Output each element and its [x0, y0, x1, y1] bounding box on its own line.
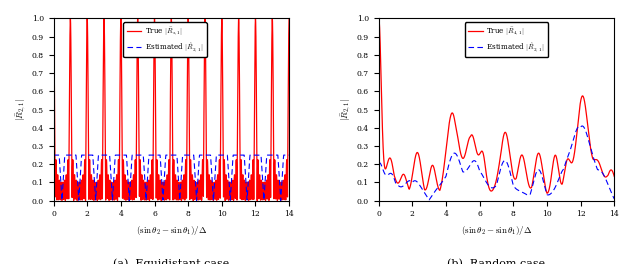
Legend: True $|\bar{R}_{s,1}|$, Estimated $|\hat{R}_{2,1}|$: True $|\bar{R}_{s,1}|$, Estimated $|\hat… [123, 22, 207, 57]
True $|\bar{R}_{s,1}|$ [77, 197, 84, 200]
True $|\bar{R}_{s,1}|$ [151, 29, 158, 32]
Legend: True $|\bar{R}_{4,1}|$, Estimated $|\hat{R}_{2,1}|$: True $|\bar{R}_{4,1}|$, Estimated $|\hat… [465, 22, 548, 57]
Estimated $|\hat{R}_{2,1}|$ [610, 197, 618, 200]
X-axis label: $(\sin\theta_2 - \sin\theta_1)/\Delta$: $(\sin\theta_2 - \sin\theta_1)/\Delta$ [461, 224, 532, 237]
True $|\bar{R}_{4,1}|$ [416, 157, 423, 161]
Estimated $|\hat{R}_{2,1}|$ [581, 126, 588, 130]
Line: Estimated $|\hat{R}_{2,1}|$: Estimated $|\hat{R}_{2,1}|$ [54, 155, 289, 201]
Estimated $|\hat{R}_{2,1}|$ [210, 199, 217, 202]
Line: True $|\bar{R}_{4,1}|$: True $|\bar{R}_{4,1}|$ [379, 18, 614, 193]
Estimated $|\hat{R}_{2,1}|$ [91, 179, 98, 182]
True $|\bar{R}_{s,1}|$ [281, 180, 289, 183]
True $|\bar{R}_{4,1}|$ [402, 176, 410, 180]
Y-axis label: $|\bar{R}_{2,1}|$: $|\bar{R}_{2,1}|$ [14, 98, 29, 121]
Estimated $|\hat{R}_{2,1}|$ [476, 168, 483, 172]
Estimated $|\hat{R}_{2,1}|$ [285, 153, 293, 157]
True $|\bar{R}_{s,1}|$ [285, 17, 293, 20]
Text: (a)  Equidistant case: (a) Equidistant case [113, 259, 229, 264]
True $|\bar{R}_{4,1}|$ [375, 16, 382, 19]
Estimated $|\hat{R}_{2,1}|$ [140, 163, 147, 166]
Estimated $|\hat{R}_{2,1}|$ [281, 153, 289, 157]
True $|\bar{R}_{s,1}|$ [91, 183, 98, 186]
True $|\bar{R}_{s,1}|$ [255, 181, 263, 185]
True $|\bar{R}_{s,1}|$ [50, 17, 57, 20]
Estimated $|\hat{R}_{2,1}|$ [578, 124, 586, 128]
True $|\bar{R}_{4,1}|$ [466, 137, 473, 140]
Estimated $|\hat{R}_{2,1}|$ [255, 153, 263, 157]
True $|\bar{R}_{s,1}|$ [82, 199, 89, 202]
Estimated $|\hat{R}_{2,1}|$ [402, 182, 410, 185]
Y-axis label: $|\bar{R}_{2,1}|$: $|\bar{R}_{2,1}|$ [340, 98, 354, 121]
True $|\bar{R}_{4,1}|$ [543, 192, 551, 195]
Estimated $|\hat{R}_{2,1}|$ [425, 198, 433, 201]
Estimated $|\hat{R}_{2,1}|$ [151, 153, 158, 157]
Estimated $|\hat{R}_{2,1}|$ [466, 165, 473, 168]
Line: Estimated $|\hat{R}_{2,1}|$: Estimated $|\hat{R}_{2,1}|$ [379, 126, 614, 200]
Estimated $|\hat{R}_{2,1}|$ [606, 187, 614, 190]
True $|\bar{R}_{4,1}|$ [375, 16, 382, 19]
X-axis label: $(\sin\theta_2 - \sin\theta_1)/\Delta$: $(\sin\theta_2 - \sin\theta_1)/\Delta$ [135, 224, 207, 237]
Estimated $|\hat{R}_{2,1}|$ [416, 183, 423, 186]
Text: (b)  Random case: (b) Random case [447, 259, 546, 264]
Estimated $|\hat{R}_{2,1}|$ [50, 153, 57, 157]
Estimated $|\hat{R}_{2,1}|$ [77, 172, 84, 175]
True $|\bar{R}_{4,1}|$ [610, 175, 618, 178]
True $|\bar{R}_{4,1}|$ [476, 153, 483, 156]
True $|\bar{R}_{4,1}|$ [606, 169, 614, 173]
Line: True $|\bar{R}_{s,1}|$: True $|\bar{R}_{s,1}|$ [54, 18, 289, 201]
Estimated $|\hat{R}_{2,1}|$ [375, 162, 382, 165]
True $|\bar{R}_{4,1}|$ [581, 99, 588, 102]
True $|\bar{R}_{s,1}|$ [140, 184, 148, 187]
